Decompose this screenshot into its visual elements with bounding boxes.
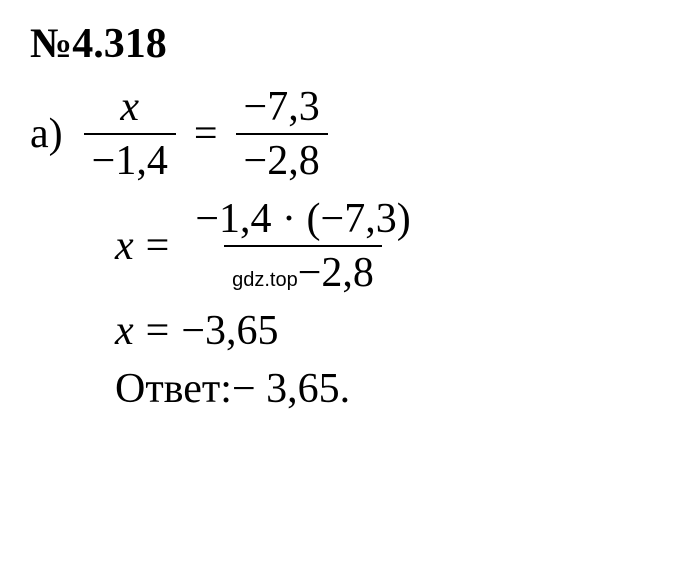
variable-x: x	[115, 222, 134, 270]
equals-sign: =	[194, 110, 218, 158]
part-label: а)	[30, 110, 63, 158]
fraction-3-denominator: gdz.top −2,8	[224, 245, 382, 297]
fraction-2-denominator: −2,8	[236, 133, 328, 185]
fraction-3-denominator-value: −2,8	[298, 249, 374, 297]
answer-label: Ответ:	[115, 365, 232, 413]
equals-sign: =	[146, 222, 170, 270]
result-value: −3,65	[181, 307, 278, 355]
equation-line-1: а) x −1,4 = −7,3 −2,8	[30, 83, 668, 185]
equation-line-2: x = −1,4 · (−7,3) gdz.top −2,8	[115, 195, 668, 297]
answer-line: Ответ: − 3,65.	[115, 365, 668, 413]
fraction-2: −7,3 −2,8	[236, 83, 328, 185]
fraction-3: −1,4 · (−7,3) gdz.top −2,8	[187, 195, 418, 297]
equation-line-3: x = −3,65	[115, 307, 668, 355]
fraction-1-denominator: −1,4	[84, 133, 176, 185]
variable-x: x	[115, 307, 134, 355]
fraction-1: x −1,4	[84, 83, 176, 185]
problem-number: №4.318	[30, 20, 668, 68]
watermark-text: gdz.top	[232, 269, 298, 292]
answer-value: − 3,65.	[232, 365, 350, 413]
fraction-2-numerator: −7,3	[236, 83, 328, 133]
equals-sign: =	[146, 307, 170, 355]
fraction-3-numerator: −1,4 · (−7,3)	[187, 195, 418, 245]
fraction-1-numerator: x	[112, 83, 147, 133]
